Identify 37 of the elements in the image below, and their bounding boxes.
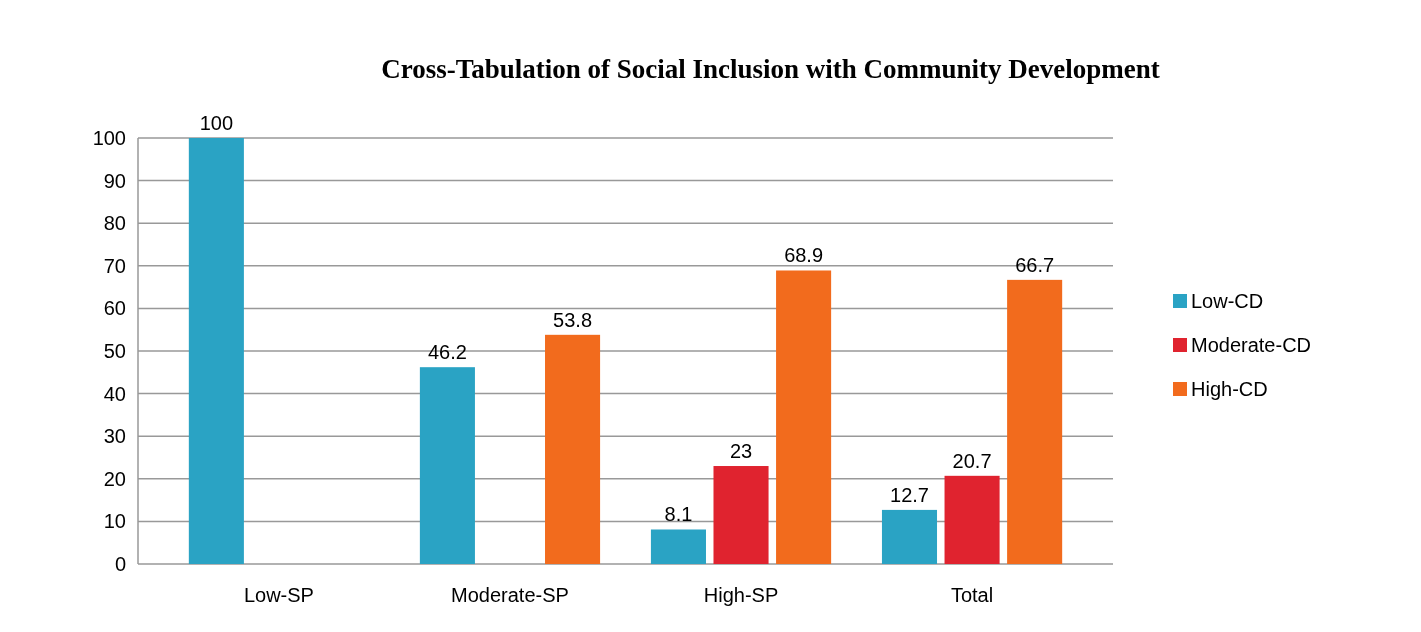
data-label: 12.7 <box>890 483 929 506</box>
data-label: 53.8 <box>553 308 593 331</box>
y-tick-label: 60 <box>103 297 126 320</box>
y-tick-label: 10 <box>103 510 126 533</box>
bar <box>776 270 832 564</box>
bar <box>1007 279 1063 564</box>
y-tick-label: 30 <box>103 425 126 448</box>
bar <box>419 367 475 564</box>
legend-label: Low-CD <box>1191 290 1264 312</box>
data-label: 8.1 <box>664 503 693 526</box>
x-tick-label: Moderate-SP <box>451 584 569 606</box>
y-tick-label: 70 <box>103 254 126 277</box>
bar <box>650 529 706 564</box>
data-label: 23 <box>729 440 753 463</box>
x-tick-label: Low-SP <box>243 584 314 606</box>
bar <box>713 466 769 564</box>
x-tick-label: Total <box>950 584 994 606</box>
data-label: 100 <box>199 112 234 134</box>
y-tick-label: 20 <box>103 467 126 490</box>
y-tick-label: 40 <box>103 382 126 405</box>
x-tick-label: High-SP <box>703 584 779 606</box>
chart-title: Cross-Tabulation of Social Inclusion with Community Development <box>381 54 1160 84</box>
y-tick-label: 50 <box>103 340 126 362</box>
legend-label: High-CD <box>1191 378 1268 400</box>
data-label: 68.9 <box>784 244 824 267</box>
bar <box>881 509 938 564</box>
data-label: 66.7 <box>1015 253 1055 276</box>
bar <box>545 334 601 564</box>
bar <box>188 138 244 564</box>
bar <box>944 475 1000 564</box>
legend-label: Moderate-CD <box>1191 334 1312 356</box>
data-label: 20.7 <box>952 449 992 472</box>
y-tick-label: 100 <box>92 127 126 149</box>
y-tick-label: 90 <box>103 169 126 192</box>
y-tick-label: 0 <box>114 553 126 575</box>
y-tick-label: 80 <box>103 212 126 235</box>
data-label: 46.2 <box>427 341 467 364</box>
